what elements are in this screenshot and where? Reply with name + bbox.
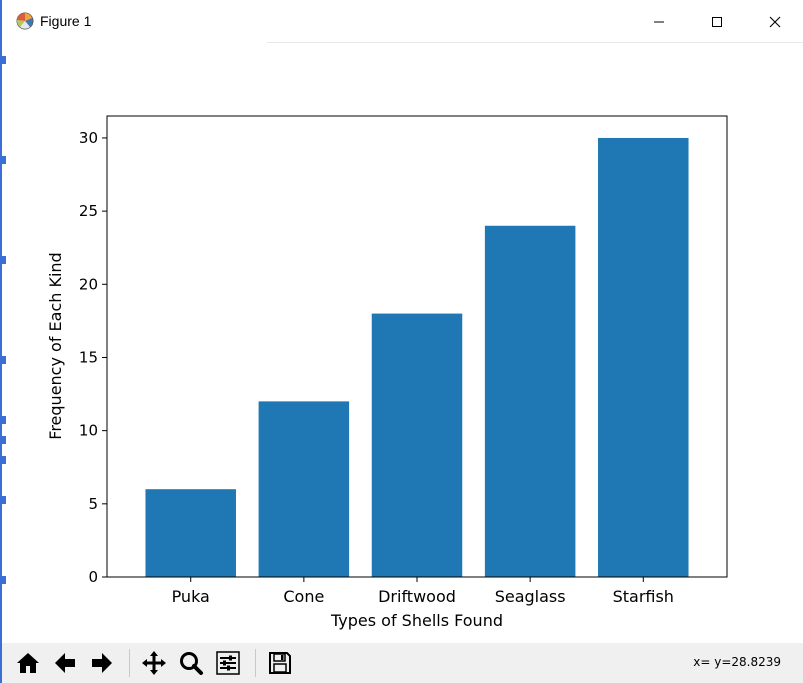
close-button[interactable] [746,0,803,44]
y-tick-label: 20 [79,275,98,293]
x-tick-label: Starfish [613,587,674,606]
x-axis: Puka Cone Driftwood Seaglass Starfish [172,577,674,606]
pan-icon [142,651,166,675]
bar-chart[interactable]: 0 5 10 15 20 25 30 Puka Cone Driftwood Seaglass St… [2,44,803,642]
toolbar-separator [129,649,130,677]
save-icon [269,652,291,674]
minimize-button[interactable] [630,0,688,44]
bar-cone [258,401,350,577]
cursor-coordinates: x= y=28.8239 [693,655,781,669]
x-axis-label: Types of Shells Found [330,611,503,630]
back-icon [55,653,75,673]
window-title: Figure 1 [40,13,92,29]
bar-starfish [598,137,689,577]
close-icon [769,16,781,28]
x-tick-label: Driftwood [378,587,456,606]
home-button[interactable] [12,647,44,679]
y-tick-label: 0 [88,568,98,586]
bars-group [145,137,689,577]
back-button[interactable] [49,647,81,679]
y-tick-label: 15 [79,348,98,366]
title-separator [267,42,803,43]
navigation-toolbar: x= y=28.8239 [2,643,803,683]
zoom-icon [180,652,203,675]
background-window-edge [2,56,6,584]
save-button[interactable] [264,647,296,679]
forward-button[interactable] [86,647,118,679]
y-axis: 0 5 10 15 20 25 30 [79,129,107,586]
home-icon [17,653,39,673]
bar-seaglass [484,225,576,577]
matplotlib-logo-icon [16,12,34,30]
toolbar-separator [255,649,256,677]
y-tick-label: 25 [79,202,98,220]
title-bar[interactable]: Figure 1 [2,0,803,44]
x-tick-label: Puka [172,587,210,606]
bar-driftwood [371,313,463,577]
zoom-button[interactable] [175,647,207,679]
x-tick-label: Cone [283,587,324,606]
y-tick-label: 10 [79,422,98,440]
figure-canvas[interactable]: 0 5 10 15 20 25 30 Puka Cone Driftwood Seaglass St… [2,44,803,642]
maximize-button[interactable] [688,0,746,44]
y-axis-label: Frequency of Each Kind [46,252,65,439]
y-tick-label: 5 [88,495,98,513]
x-tick-label: Seaglass [495,587,566,606]
forward-icon [92,653,112,673]
y-tick-label: 30 [79,129,98,147]
bar-puka [145,489,236,577]
minimize-icon [654,21,664,23]
configure-subplots-icon [216,651,240,675]
configure-subplots-button[interactable] [212,647,244,679]
maximize-icon [712,17,722,27]
pan-button[interactable] [138,647,170,679]
